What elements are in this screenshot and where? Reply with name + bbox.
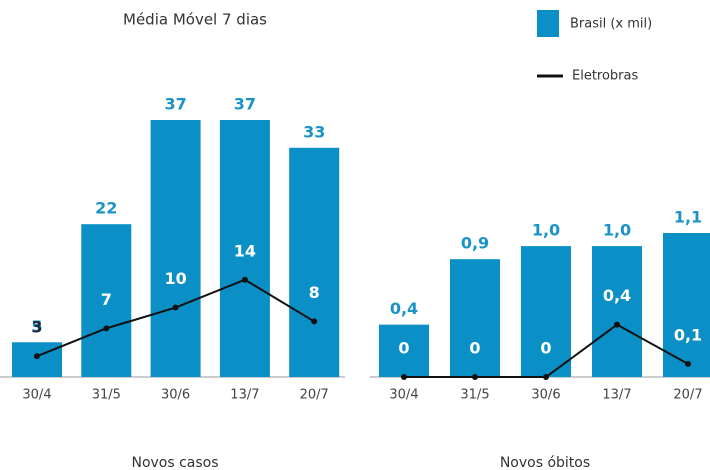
bar xyxy=(289,147,340,377)
x-tick-label: 20/7 xyxy=(300,388,329,403)
line-label: 0 xyxy=(398,339,409,358)
line-label: 8 xyxy=(309,283,320,302)
bar xyxy=(219,120,270,377)
line-point xyxy=(34,353,40,360)
x-axis-label: Novos casos xyxy=(131,455,218,470)
line-point xyxy=(241,276,248,283)
x-tick-label: 31/5 xyxy=(92,388,121,403)
line-point xyxy=(614,321,620,328)
x-tick-label: 13/7 xyxy=(602,388,631,403)
bar-label: 22 xyxy=(95,199,117,218)
line-point xyxy=(543,374,549,380)
bar xyxy=(592,246,642,377)
bar-label: 37 xyxy=(234,95,256,114)
line-label: 0,1 xyxy=(674,325,702,344)
bar xyxy=(450,259,500,377)
bar xyxy=(663,233,710,377)
bar xyxy=(150,120,201,377)
bar-label: 1,0 xyxy=(603,221,631,240)
bar-label: 33 xyxy=(303,122,325,141)
x-tick-label: 20/7 xyxy=(673,388,702,403)
line-point xyxy=(401,374,407,380)
bar-label: 37 xyxy=(164,95,186,114)
line-point xyxy=(472,374,478,380)
x-tick-label: 30/4 xyxy=(22,388,51,403)
line-label: 0,4 xyxy=(603,286,631,305)
bar-label: 5 xyxy=(31,317,42,336)
x-tick-label: 13/7 xyxy=(230,388,259,403)
legend-swatch xyxy=(537,10,559,37)
line-label: 0 xyxy=(469,339,480,358)
line-point xyxy=(103,325,110,332)
bar-label: 1,1 xyxy=(674,208,702,227)
bar xyxy=(521,246,571,377)
line-point xyxy=(172,304,179,311)
bar xyxy=(12,342,62,377)
line-label: 14 xyxy=(234,241,256,260)
legend-label: Brasil (x mil) xyxy=(570,17,652,32)
line-point xyxy=(311,318,318,325)
x-tick-label: 30/4 xyxy=(389,388,418,403)
line-point xyxy=(685,360,691,367)
line-label: 3 xyxy=(31,318,42,337)
x-axis-label: Novos óbitos xyxy=(500,455,590,470)
x-tick-label: 30/6 xyxy=(161,388,190,403)
bar-label: 0,4 xyxy=(390,299,418,318)
bar xyxy=(379,324,429,377)
chart-title: Média Móvel 7 dias xyxy=(123,11,267,29)
line-label: 10 xyxy=(164,269,186,288)
x-tick-label: 31/5 xyxy=(460,388,489,403)
x-tick-label: 30/6 xyxy=(531,388,560,403)
bar-label: 1,0 xyxy=(532,221,560,240)
bar xyxy=(81,224,132,377)
line-label: 7 xyxy=(101,290,112,309)
line-label: 0 xyxy=(540,339,551,358)
bar-label: 0,9 xyxy=(461,234,489,253)
legend-label: Eletrobras xyxy=(572,69,638,84)
